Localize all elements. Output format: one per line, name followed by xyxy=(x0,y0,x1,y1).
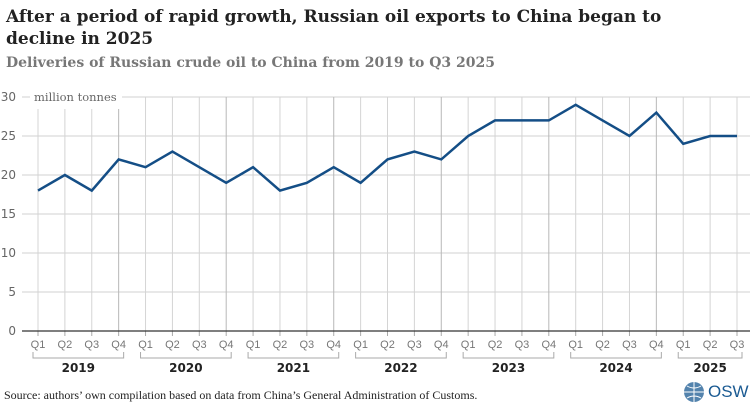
x-tick-label: Q2 xyxy=(58,339,73,351)
x-tick-label: Q1 xyxy=(138,339,153,351)
y-tick-label: 5 xyxy=(8,285,16,299)
year-label: 2019 xyxy=(62,361,95,375)
year-bracket xyxy=(462,352,555,359)
y-tick-label: 20 xyxy=(1,168,16,182)
x-tick-label: Q4 xyxy=(111,339,126,351)
x-tick-label: Q3 xyxy=(300,339,315,351)
x-tick-label: Q3 xyxy=(192,339,207,351)
y-tick-label: 25 xyxy=(1,129,16,143)
x-tick-label: Q2 xyxy=(595,339,610,351)
year-label: 2025 xyxy=(693,361,726,375)
x-tick-label: Q3 xyxy=(84,339,99,351)
y-axis-label: million tonnes xyxy=(34,90,117,104)
x-tick-label: Q3 xyxy=(622,339,637,351)
x-tick-label: Q3 xyxy=(730,339,745,351)
x-tick-label: Q4 xyxy=(541,339,556,351)
x-tick-label: Q1 xyxy=(246,339,261,351)
year-label: 2022 xyxy=(384,361,417,375)
x-tick-label: Q3 xyxy=(515,339,530,351)
x-tick-label: Q2 xyxy=(488,339,503,351)
y-tick-label: 10 xyxy=(1,246,16,260)
year-label: 2023 xyxy=(492,361,525,375)
chart-title: After a period of rapid growth, Russian … xyxy=(6,7,662,49)
year-label: 2024 xyxy=(599,361,632,375)
x-tick-label: Q4 xyxy=(649,339,664,351)
x-tick-label: Q3 xyxy=(407,339,422,351)
year-bracket xyxy=(140,352,232,359)
x-tick-label: Q1 xyxy=(461,339,476,351)
year-label: 2020 xyxy=(169,361,202,375)
x-tick-label: Q2 xyxy=(273,339,288,351)
x-tick-label: Q1 xyxy=(353,339,368,351)
x-tick-label: Q2 xyxy=(380,339,395,351)
x-tick-label: Q4 xyxy=(219,339,234,351)
x-tick-label: Q1 xyxy=(568,339,583,351)
x-tick-label: Q4 xyxy=(326,339,341,351)
year-bracket xyxy=(32,352,125,359)
y-tick-label: 0 xyxy=(8,324,16,338)
y-tick-label: 30 xyxy=(1,90,16,104)
x-tick-label: Q1 xyxy=(31,339,46,351)
year-bracket xyxy=(247,352,340,359)
x-tick-label: Q1 xyxy=(676,339,691,351)
year-label: 2021 xyxy=(277,361,310,375)
year-bracket xyxy=(677,352,743,359)
x-tick-label: Q2 xyxy=(165,339,180,351)
y-tick-label: 15 xyxy=(1,207,16,221)
year-bracket xyxy=(570,352,662,359)
globe-icon xyxy=(684,382,704,402)
logo-text: OSW xyxy=(708,382,749,401)
x-tick-label: Q4 xyxy=(434,339,449,351)
osw-logo: OSW xyxy=(683,381,749,403)
x-tick-label: Q2 xyxy=(703,339,718,351)
year-bracket xyxy=(355,352,447,359)
chart-subtitle: Deliveries of Russian crude oil to China… xyxy=(6,55,495,71)
source-note: Source: authors’ own compilation based o… xyxy=(4,388,478,402)
